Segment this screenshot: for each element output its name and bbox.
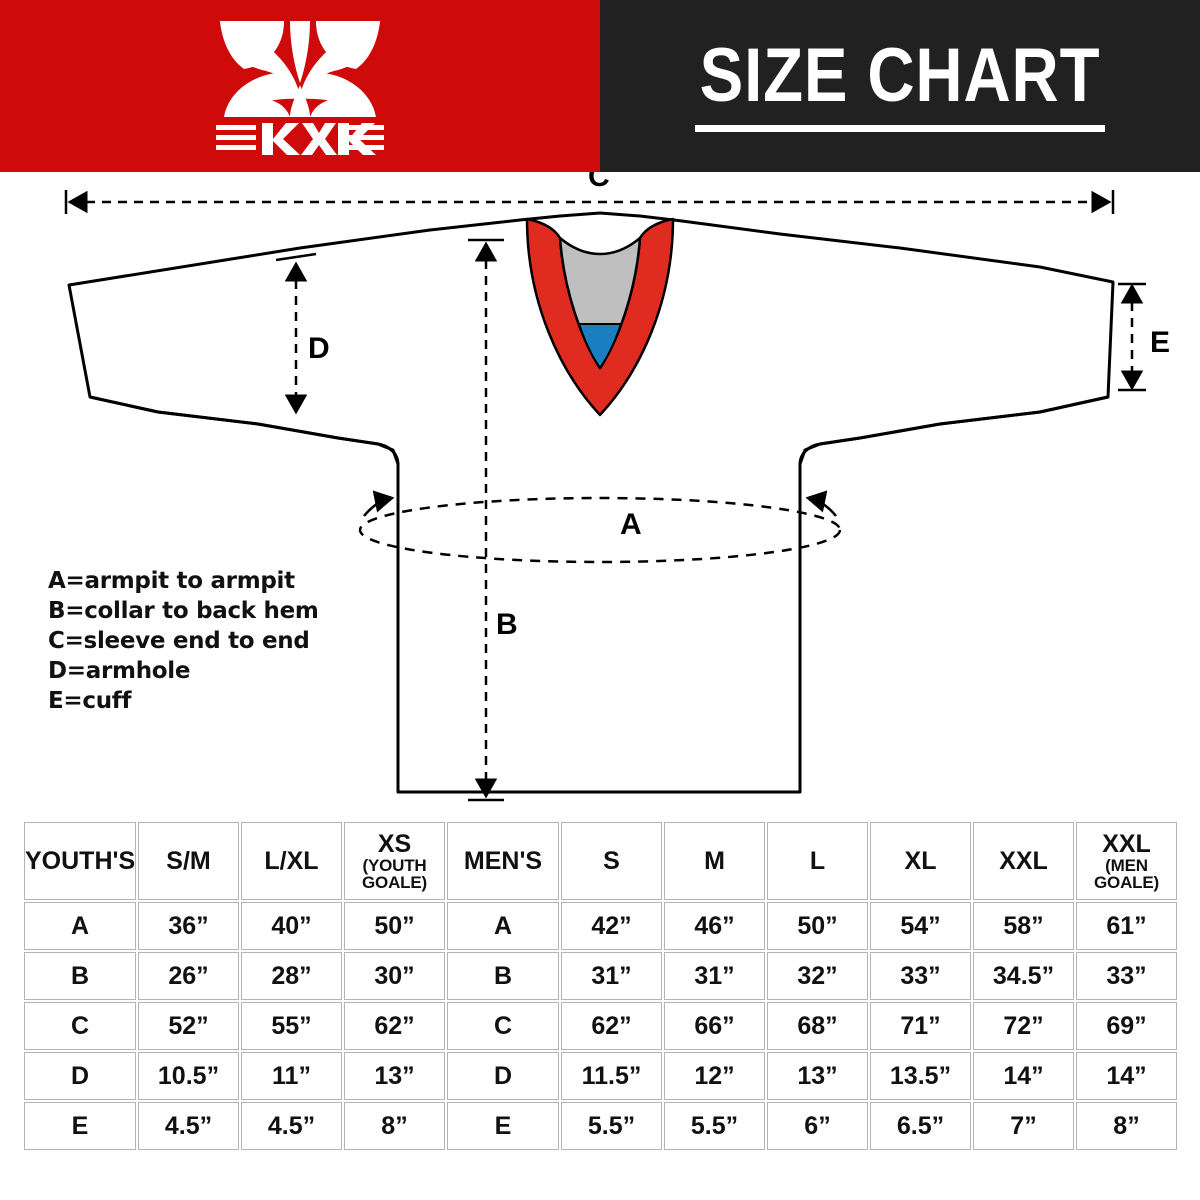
table-header-row: YOUTH'S S/M L/XL XS (YOUTH GOALE) MEN'S … (24, 822, 1177, 900)
collar (525, 217, 675, 417)
cell-men-e-s: 5.5” (561, 1102, 662, 1150)
row-label-men-a: A (447, 902, 559, 950)
cell-men-e-m: 5.5” (664, 1102, 765, 1150)
cell-men-a-xxlg: 61” (1076, 902, 1177, 950)
cell-youth-b-xs: 30” (344, 952, 445, 1000)
size-table: YOUTH'S S/M L/XL XS (YOUTH GOALE) MEN'S … (22, 820, 1179, 1152)
title-underline (695, 124, 1105, 132)
table-row: D 10.5” 11” 13” D 11.5” 12” 13” 13.5” 14… (24, 1052, 1177, 1100)
legend-item-a: A=armpit to armpit (48, 568, 295, 594)
svg-text:A: A (620, 508, 642, 541)
jersey-outline (67, 211, 1115, 794)
svg-text:E: E (1150, 326, 1170, 359)
svg-text:D: D (308, 332, 330, 365)
page-title: SIZE CHART (699, 33, 1101, 119)
jersey-diagram: D E A B (0, 172, 1200, 820)
dimension-c-label: C (588, 172, 610, 193)
dimension-a: A (358, 490, 842, 564)
row-label-youth-b: B (24, 952, 136, 1000)
cell-men-d-m: 12” (664, 1052, 765, 1100)
row-label-men-d: D (447, 1052, 559, 1100)
column-header-m: M (664, 822, 765, 900)
cell-youth-e-sm: 4.5” (138, 1102, 239, 1150)
legend-item-b: B=collar to back hem (48, 597, 319, 624)
cell-men-a-m: 46” (664, 902, 765, 950)
cell-youth-c-sm: 52” (138, 1002, 239, 1050)
column-header-l: L (767, 822, 868, 900)
cell-youth-d-sm: 10.5” (138, 1052, 239, 1100)
cell-youth-a-lxl: 40” (241, 902, 342, 950)
svg-text:B: B (496, 608, 518, 641)
cell-men-e-xl: 6.5” (870, 1102, 971, 1150)
cell-men-b-xxl: 34.5” (973, 952, 1074, 1000)
cell-men-d-xxl: 14” (973, 1052, 1074, 1100)
dimension-c (64, 190, 1115, 214)
measurement-legend: A=armpit to armpit B=collar to back hem … (48, 567, 319, 716)
cell-youth-e-xs: 8” (344, 1102, 445, 1150)
column-header-xxl-men-goale: XXL (MEN GOALE) (1076, 822, 1177, 900)
legend-item-c: C=sleeve end to end (48, 627, 310, 654)
cell-youth-c-lxl: 55” (241, 1002, 342, 1050)
cell-youth-c-xs: 62” (344, 1002, 445, 1050)
column-header-lxl: L/XL (241, 822, 342, 900)
row-label-youth-d: D (24, 1052, 136, 1100)
table-row: A 36” 40” 50” A 42” 46” 50” 54” 58” 61” (24, 902, 1177, 950)
cell-youth-e-lxl: 4.5” (241, 1102, 342, 1150)
table-row: E 4.5” 4.5” 8” E 5.5” 5.5” 6” 6.5” 7” 8” (24, 1102, 1177, 1150)
table-row: C 52” 55” 62” C 62” 66” 68” 71” 72” 69” (24, 1002, 1177, 1050)
column-header-youths: YOUTH'S (24, 822, 136, 900)
cell-men-d-l: 13” (767, 1052, 868, 1100)
cell-men-e-xxlg: 8” (1076, 1102, 1177, 1150)
cell-youth-a-xs: 50” (344, 902, 445, 950)
cell-men-c-xxl: 72” (973, 1002, 1074, 1050)
cell-men-c-s: 62” (561, 1002, 662, 1050)
kxk-butterfly-logo-icon (210, 13, 390, 163)
cell-men-a-s: 42” (561, 902, 662, 950)
row-label-men-c: C (447, 1002, 559, 1050)
cell-youth-b-sm: 26” (138, 952, 239, 1000)
legend-item-e: E=cuff (48, 687, 132, 714)
column-header-mens: MEN'S (447, 822, 559, 900)
dimension-b: B (468, 238, 526, 802)
cell-youth-b-lxl: 28” (241, 952, 342, 1000)
legend-item-d: D=armhole (48, 657, 191, 684)
cell-men-a-l: 50” (767, 902, 868, 950)
cell-men-a-xl: 54” (870, 902, 971, 950)
cell-men-b-xxlg: 33” (1076, 952, 1177, 1000)
cell-men-b-xl: 33” (870, 952, 971, 1000)
cell-youth-a-sm: 36” (138, 902, 239, 950)
column-header-s: S (561, 822, 662, 900)
table-row: B 26” 28” 30” B 31” 31” 32” 33” 34.5” 33… (24, 952, 1177, 1000)
column-header-sm: S/M (138, 822, 239, 900)
cell-men-c-xxlg: 69” (1076, 1002, 1177, 1050)
row-label-youth-c: C (24, 1002, 136, 1050)
cell-men-c-xl: 71” (870, 1002, 971, 1050)
cell-men-a-xxl: 58” (973, 902, 1074, 950)
header-banner: SIZE CHART (0, 0, 1200, 172)
row-label-youth-a: A (24, 902, 136, 950)
row-label-men-e: E (447, 1102, 559, 1150)
cell-men-e-l: 6” (767, 1102, 868, 1150)
cell-men-d-xl: 13.5” (870, 1052, 971, 1100)
cell-men-c-m: 66” (664, 1002, 765, 1050)
column-header-xs-youth-goale: XS (YOUTH GOALE) (344, 822, 445, 900)
cell-men-b-l: 32” (767, 952, 868, 1000)
cell-youth-d-xs: 13” (344, 1052, 445, 1100)
row-label-men-b: B (447, 952, 559, 1000)
dimension-d: D (275, 252, 330, 415)
cell-men-c-l: 68” (767, 1002, 868, 1050)
title-panel: SIZE CHART (600, 0, 1200, 172)
cell-men-d-s: 11.5” (561, 1052, 662, 1100)
column-header-xl: XL (870, 822, 971, 900)
cell-men-b-m: 31” (664, 952, 765, 1000)
cell-youth-d-lxl: 11” (241, 1052, 342, 1100)
brand-panel (0, 0, 600, 172)
cell-men-e-xxl: 7” (973, 1102, 1074, 1150)
row-label-youth-e: E (24, 1102, 136, 1150)
cell-men-b-s: 31” (561, 952, 662, 1000)
cell-men-d-xxlg: 14” (1076, 1052, 1177, 1100)
dimension-e: E (1118, 282, 1170, 392)
column-header-xxl: XXL (973, 822, 1074, 900)
